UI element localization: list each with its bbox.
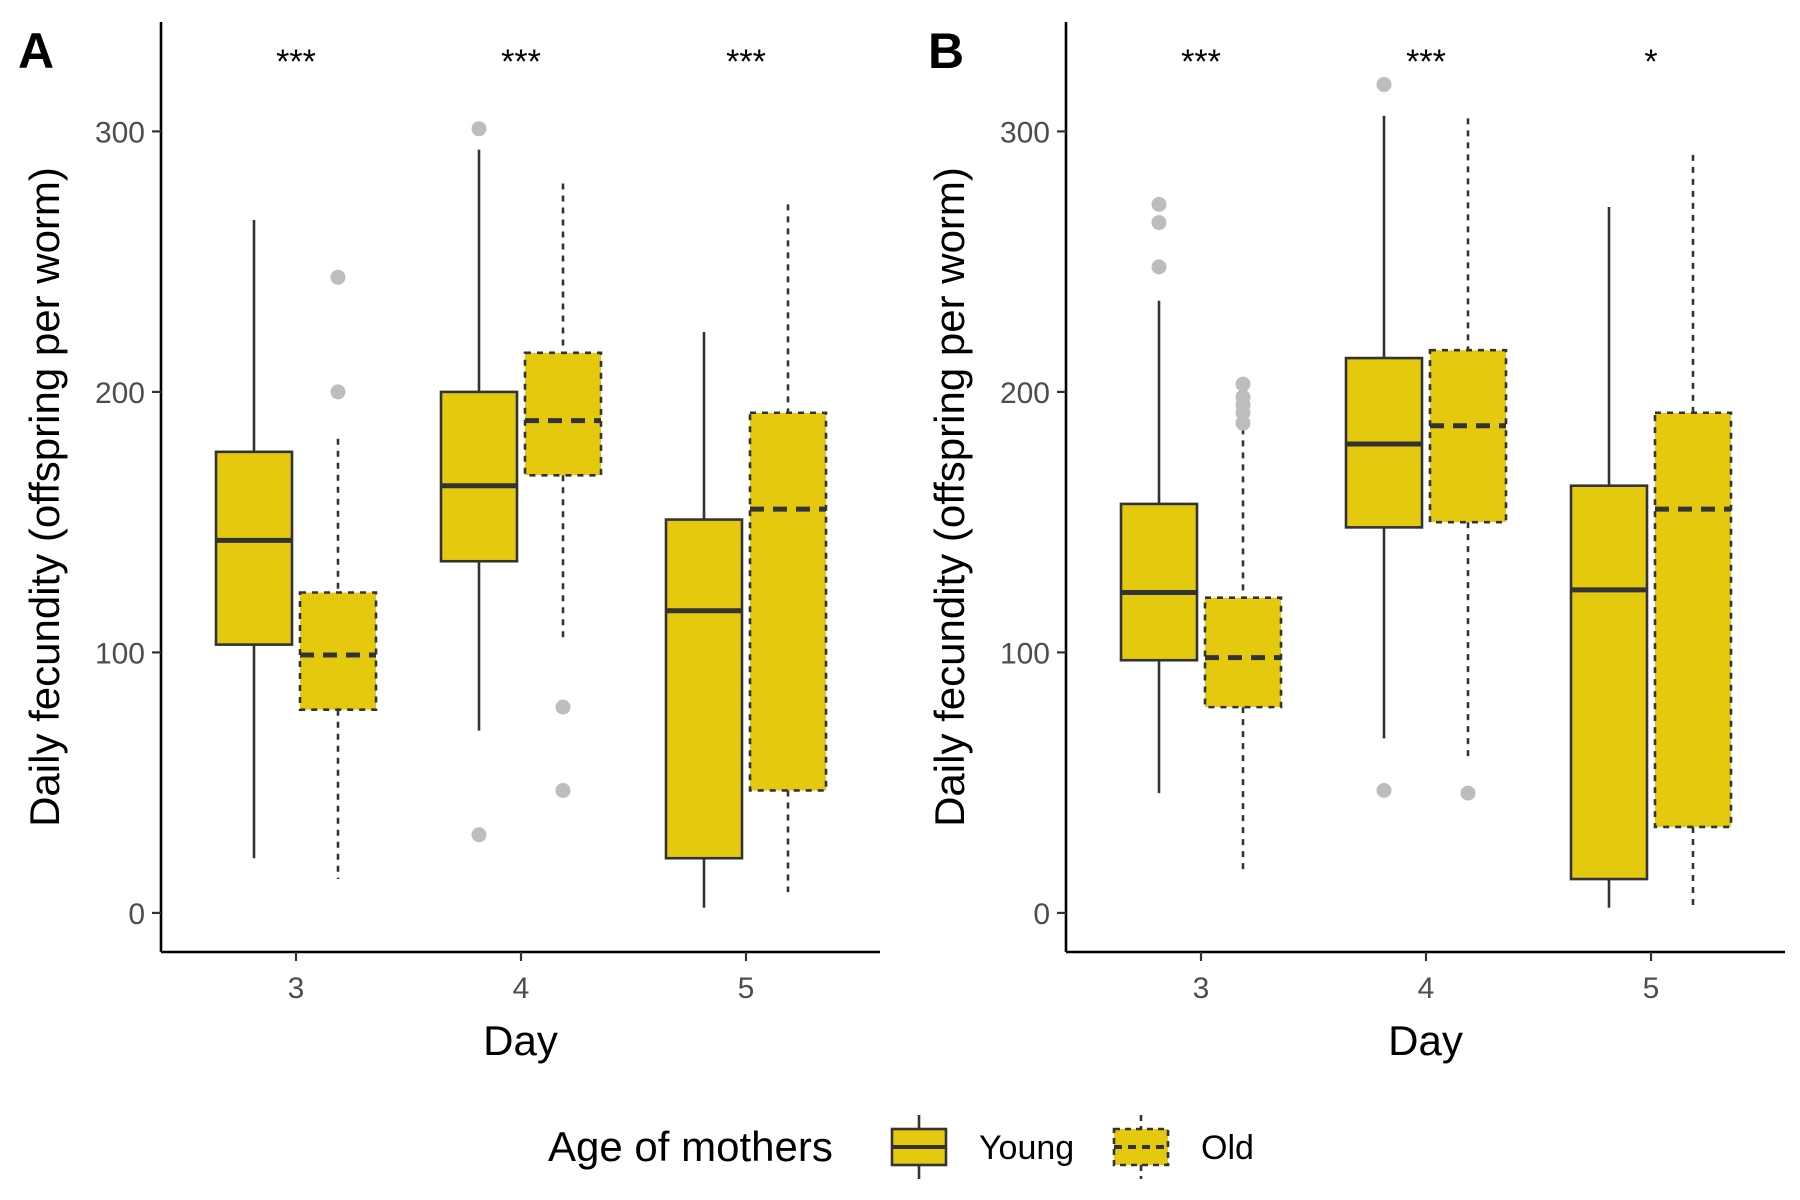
significance-label: *** (1181, 43, 1221, 81)
x-axis-title: Day (1388, 1017, 1463, 1064)
significance-label: *** (726, 43, 766, 81)
box (214, 450, 294, 646)
outlier-point (1235, 376, 1251, 392)
outlier-point (1151, 196, 1167, 212)
x-tick-label: 3 (288, 972, 305, 1005)
panel-a: 0 100 200 300 3 4 5 Day Daily fecundity (offspri… (18, 22, 880, 1064)
outlier-point (1376, 77, 1392, 93)
box (664, 518, 744, 860)
legend-label: Old (1201, 1129, 1254, 1167)
outlier-point (1376, 782, 1392, 798)
legend-label: Young (979, 1129, 1074, 1167)
panel-tag: A (18, 23, 54, 79)
box (748, 411, 828, 792)
y-axis-title: Daily fecundity (offspring per worm) (926, 167, 973, 827)
outlier-point (1235, 389, 1251, 405)
x-tick-label: 4 (1418, 972, 1435, 1005)
outlier-point (330, 269, 346, 285)
x-tick-label: 3 (1193, 972, 1210, 1005)
box (523, 351, 603, 477)
y-tick-label: 0 (128, 898, 145, 931)
box (439, 390, 519, 563)
x-tick-label: 4 (513, 972, 530, 1005)
x-tick-label: 5 (1643, 972, 1660, 1005)
y-tick-label: 300 (1000, 116, 1050, 149)
box (1569, 484, 1649, 881)
panel-b: 0 100 200 300 3 4 5 Day Daily fecundity (offspri… (926, 22, 1785, 1064)
box (1428, 348, 1508, 524)
y-tick-label: 200 (95, 377, 145, 410)
x-tick-label: 5 (738, 972, 755, 1005)
y-tick-label: 0 (1033, 898, 1050, 931)
outlier-point (330, 384, 346, 400)
outlier-point (471, 121, 487, 137)
y-axis-title: Daily fecundity (offspring per worm) (21, 167, 68, 827)
significance-label: *** (1406, 43, 1446, 81)
y-tick-label: 200 (1000, 377, 1050, 410)
y-tick-label: 100 (1000, 637, 1050, 670)
significance-label: *** (501, 43, 541, 81)
significance-label: *** (276, 43, 316, 81)
box (1653, 411, 1733, 829)
box (298, 591, 378, 712)
legend: Age of mothers Young Old (548, 1115, 1254, 1179)
outlier-point (1151, 259, 1167, 275)
outlier-point (1151, 215, 1167, 231)
box (1203, 596, 1283, 709)
outlier-point (471, 827, 487, 843)
outlier-point (555, 699, 571, 715)
legend-title: Age of mothers (548, 1123, 833, 1170)
panel-tag: B (928, 23, 964, 79)
outlier-point (555, 782, 571, 798)
significance-label: * (1644, 43, 1657, 81)
x-axis-title: Day (483, 1017, 558, 1064)
y-tick-label: 300 (95, 116, 145, 149)
outlier-point (1235, 415, 1251, 431)
outlier-point (1460, 785, 1476, 801)
y-tick-label: 100 (95, 637, 145, 670)
box (1119, 502, 1199, 662)
